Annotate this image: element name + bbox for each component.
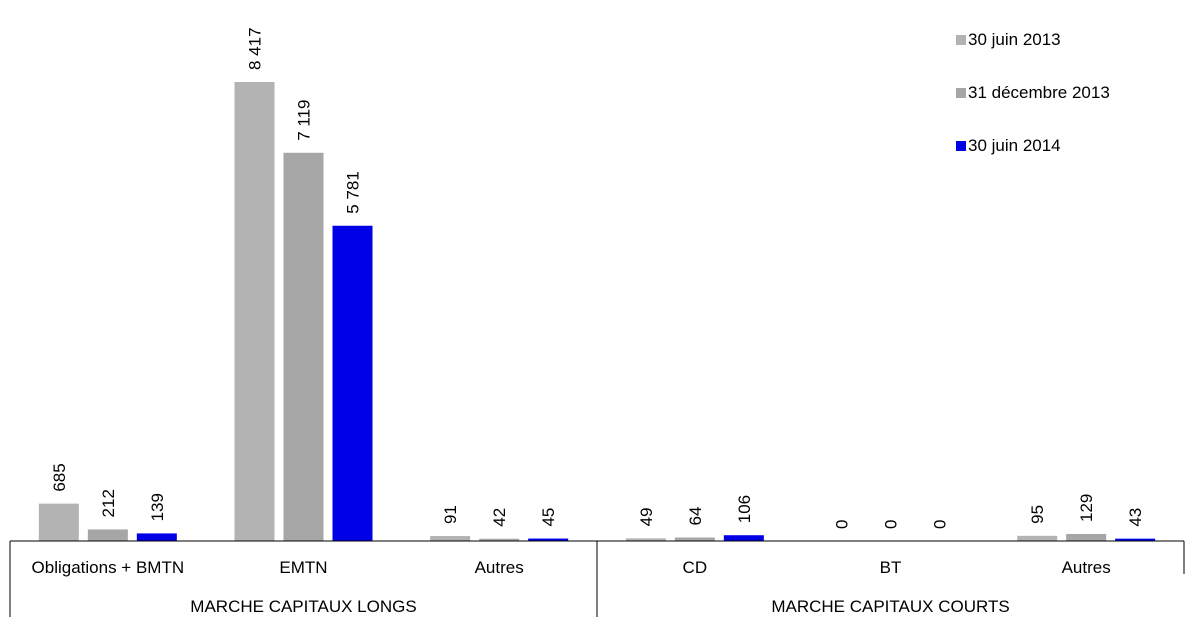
bar-1-5 (1066, 533, 1107, 541)
bar-0-2 (430, 536, 471, 541)
category-labels-layer: Obligations + BMTN EMTN Autres CD BT Autres (32, 558, 1111, 577)
bar-0-3 (625, 538, 666, 541)
bar-1-3 (674, 537, 715, 541)
group-label-1: MARCHE CAPITAUX COURTS (771, 597, 1009, 616)
group-labels-layer: MARCHE CAPITAUX LONGS MARCHE CAPITAUX COU… (190, 597, 1009, 616)
data-label-2-1: 5 781 (344, 171, 363, 214)
data-labels-layer: 685 212 139 8 417 7 119 5 781 91 42 45 49 64 106 0 0 0… (50, 27, 1145, 529)
data-label-2-3: 106 (735, 495, 754, 523)
bar-2-1 (332, 225, 373, 541)
data-label-1-2: 42 (490, 508, 509, 527)
data-label-2-2: 45 (539, 508, 558, 527)
data-label-1-0: 212 (99, 489, 118, 517)
bar-0-0 (38, 503, 79, 541)
legend-label-1: 31 décembre 2013 (968, 83, 1110, 102)
data-label-2-5: 43 (1126, 508, 1145, 527)
category-label-0: Obligations + BMTN (32, 558, 185, 577)
legend: 30 juin 2013 31 décembre 2013 30 juin 2014 (956, 30, 1110, 155)
legend-label-0: 30 juin 2013 (968, 30, 1061, 49)
category-label-4: BT (880, 558, 902, 577)
bar-2-3 (723, 535, 764, 541)
legend-swatch-1 (956, 88, 966, 98)
data-label-1-1: 7 119 (295, 100, 314, 141)
data-label-0-0: 685 (50, 463, 69, 491)
data-label-0-2: 91 (441, 505, 460, 524)
category-label-1: EMTN (279, 558, 327, 577)
data-label-2-0: 139 (148, 493, 167, 521)
bar-0-5 (1017, 535, 1058, 541)
group-label-0: MARCHE CAPITAUX LONGS (190, 597, 416, 616)
data-label-0-4: 0 (833, 520, 852, 529)
data-label-2-4: 0 (931, 520, 950, 529)
bar-1-2 (479, 538, 520, 541)
bar-2-5 (1115, 538, 1156, 541)
bar-0-1 (234, 82, 275, 541)
x-axis (9, 540, 1185, 617)
data-label-1-4: 0 (882, 520, 901, 529)
data-label-1-5: 129 (1077, 494, 1096, 522)
category-label-3: CD (683, 558, 708, 577)
data-label-0-5: 95 (1028, 505, 1047, 524)
legend-label-2: 30 juin 2014 (968, 136, 1061, 155)
category-label-2: Autres (475, 558, 524, 577)
data-label-1-3: 64 (686, 507, 705, 526)
bar-1-0 (87, 529, 128, 541)
bar-2-0 (136, 533, 177, 541)
legend-swatch-2 (956, 141, 966, 151)
bar-1-1 (283, 152, 324, 541)
data-label-0-3: 49 (637, 507, 656, 526)
category-label-5: Autres (1062, 558, 1111, 577)
bars-layer (38, 82, 1156, 541)
bar-2-2 (528, 538, 569, 541)
data-label-0-1: 8 417 (246, 27, 265, 70)
legend-swatch-0 (956, 35, 966, 45)
